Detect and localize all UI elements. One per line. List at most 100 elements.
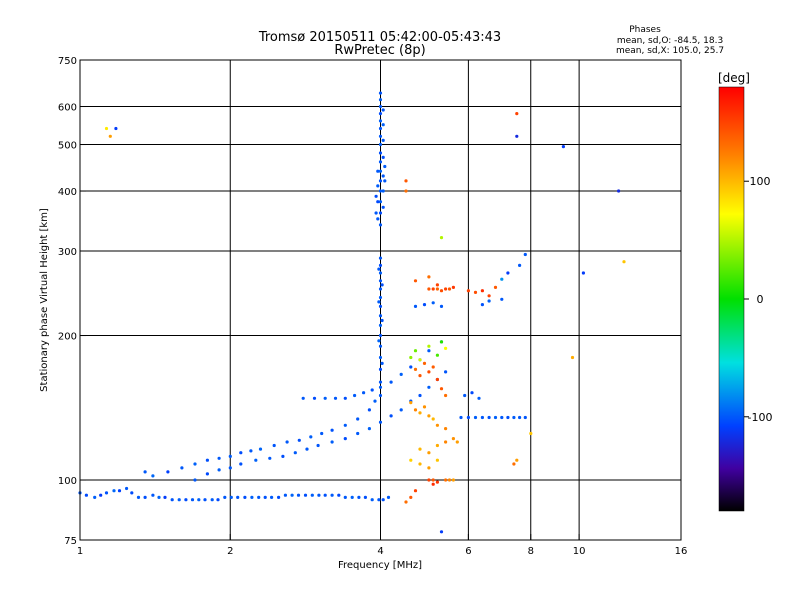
data-point — [263, 495, 267, 499]
data-point — [413, 489, 418, 493]
data-point — [381, 498, 385, 502]
data-point — [617, 189, 621, 193]
x-tick-label: 16 — [675, 546, 688, 557]
x-axis-label: Frequency [MHz] — [338, 560, 422, 571]
data-point — [473, 415, 478, 420]
data-point — [323, 493, 327, 497]
data-point — [381, 108, 385, 112]
data-point — [506, 415, 510, 420]
data-point — [378, 393, 383, 398]
data-point — [427, 466, 431, 470]
data-point — [297, 438, 301, 442]
data-point — [399, 372, 403, 376]
data-point — [404, 500, 408, 504]
data-point — [217, 468, 221, 472]
data-point — [205, 458, 209, 462]
data-point — [257, 495, 261, 499]
data-point — [413, 408, 418, 412]
y-tick-label: 750 — [58, 56, 77, 67]
data-point — [281, 454, 285, 458]
data-point — [378, 333, 383, 338]
data-point — [378, 151, 383, 155]
data-point — [427, 414, 431, 418]
data-point — [217, 456, 221, 460]
x-tick-label: 6 — [465, 546, 471, 557]
colorbar-tick-label: 100 — [750, 175, 771, 188]
data-point — [447, 478, 452, 482]
x-tick-label: 2 — [227, 546, 233, 557]
data-point — [381, 155, 385, 159]
data-point — [370, 388, 374, 392]
data-point — [378, 223, 383, 227]
data-point — [203, 498, 207, 502]
data-point — [378, 126, 383, 131]
data-point — [151, 493, 155, 497]
data-point — [427, 275, 431, 279]
data-point — [301, 396, 305, 400]
data-point — [243, 495, 247, 499]
data-point — [487, 299, 491, 303]
data-point — [470, 391, 474, 395]
data-point — [466, 415, 470, 420]
data-point — [418, 393, 422, 398]
data-point — [493, 285, 498, 289]
data-point — [413, 304, 418, 308]
data-point — [444, 427, 448, 431]
data-point — [435, 287, 439, 291]
y-tick-label: 300 — [58, 247, 77, 258]
data-point — [418, 447, 422, 451]
data-point — [444, 287, 448, 291]
x-tick-label: 1 — [77, 546, 83, 557]
data-point — [389, 414, 393, 418]
data-point — [228, 466, 232, 470]
data-point — [378, 344, 383, 348]
data-point — [330, 428, 334, 432]
data-point — [193, 478, 197, 482]
data-point — [380, 361, 384, 365]
data-point — [435, 423, 439, 427]
data-point — [343, 495, 347, 499]
data-point — [184, 498, 188, 502]
data-point — [431, 301, 435, 305]
data-point — [378, 104, 383, 109]
data-point — [303, 493, 308, 497]
data-point — [333, 396, 338, 400]
data-point — [435, 458, 439, 462]
data-point — [409, 495, 413, 499]
data-point — [418, 358, 422, 362]
data-point — [480, 303, 484, 307]
data-point — [435, 283, 439, 287]
data-point — [378, 98, 383, 102]
data-point — [356, 431, 360, 436]
data-point — [381, 123, 385, 127]
data-point — [444, 370, 448, 374]
data-point — [459, 415, 463, 420]
data-point — [229, 495, 233, 499]
data-point — [374, 194, 378, 198]
y-tick-label: 75 — [64, 536, 77, 547]
data-point — [343, 396, 347, 400]
data-point — [151, 474, 155, 478]
data-point — [399, 408, 403, 412]
data-point — [84, 493, 88, 497]
data-point — [357, 495, 361, 499]
data-point — [337, 493, 341, 497]
data-point — [500, 297, 504, 301]
x-tick-label: 8 — [528, 546, 534, 557]
data-point — [177, 498, 181, 502]
data-point — [330, 493, 334, 497]
data-point — [381, 138, 385, 142]
data-point — [570, 355, 575, 360]
data-point — [512, 415, 516, 420]
data-point — [439, 289, 444, 293]
data-point — [104, 126, 109, 131]
data-point — [210, 498, 214, 502]
data-point — [413, 367, 418, 371]
y-tick-label: 400 — [58, 187, 77, 198]
data-point — [378, 420, 383, 424]
data-point — [439, 340, 444, 344]
data-point — [157, 495, 161, 499]
data-point — [362, 391, 366, 395]
data-point — [317, 493, 321, 497]
